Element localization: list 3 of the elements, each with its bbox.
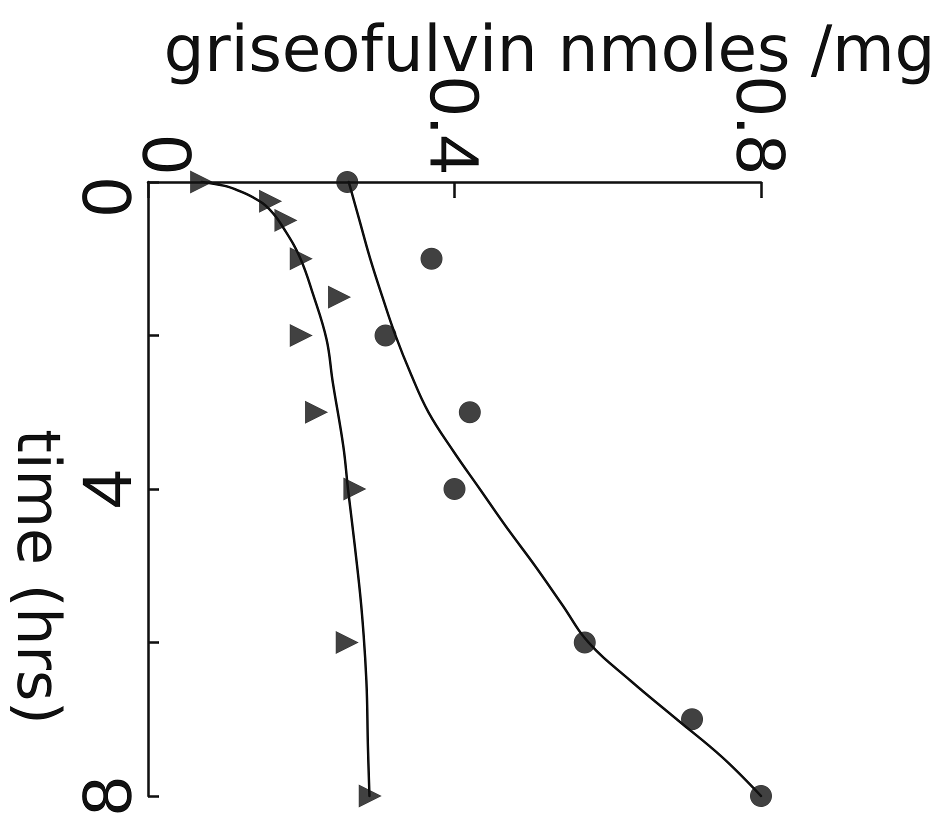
x-tick-label: 0 bbox=[128, 135, 206, 174]
y-tick-label: 0 bbox=[68, 178, 146, 216]
y-tick-label: 8 bbox=[68, 776, 146, 816]
